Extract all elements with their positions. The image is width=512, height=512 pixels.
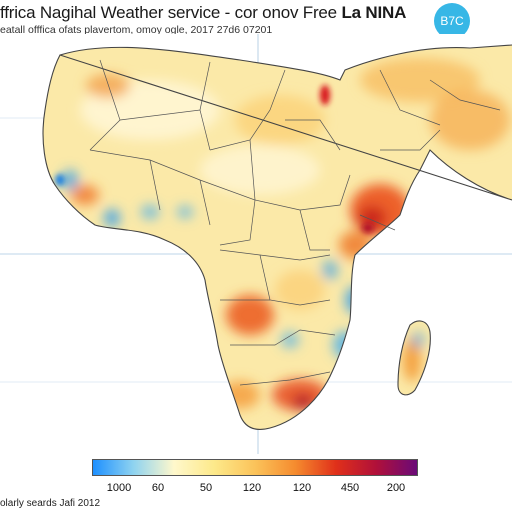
legend-tick: 120 — [242, 482, 262, 494]
africa-map — [0, 34, 512, 454]
map-title: ffrica Nagihal Weather service - cor ono… — [0, 3, 430, 23]
legend-tick: 50 — [199, 482, 213, 494]
legend-tick: 60 — [151, 482, 165, 494]
legend-tick: 1000 — [106, 482, 132, 494]
legend-tick: 200 — [386, 482, 406, 494]
badge-logo: B7C — [434, 3, 470, 39]
title-prefix: ffrica Nagihal Weather service - cor ono… — [0, 3, 342, 22]
footer-note: olarly seards Jafi 2012 — [0, 498, 101, 509]
legend-tick: 450 — [340, 482, 360, 494]
country-borders — [89, 59, 501, 386]
coastlines — [42, 44, 512, 431]
title-emphasis: La NINA — [341, 3, 407, 22]
legend-tick: 120 — [292, 482, 312, 494]
map-subtitle: eatall offfica ofats plavertom, omoy ogl… — [0, 24, 273, 36]
legend-colorbar — [92, 459, 418, 476]
legend-ticks: 1000 60 50 120 120 450 200 — [84, 482, 424, 496]
